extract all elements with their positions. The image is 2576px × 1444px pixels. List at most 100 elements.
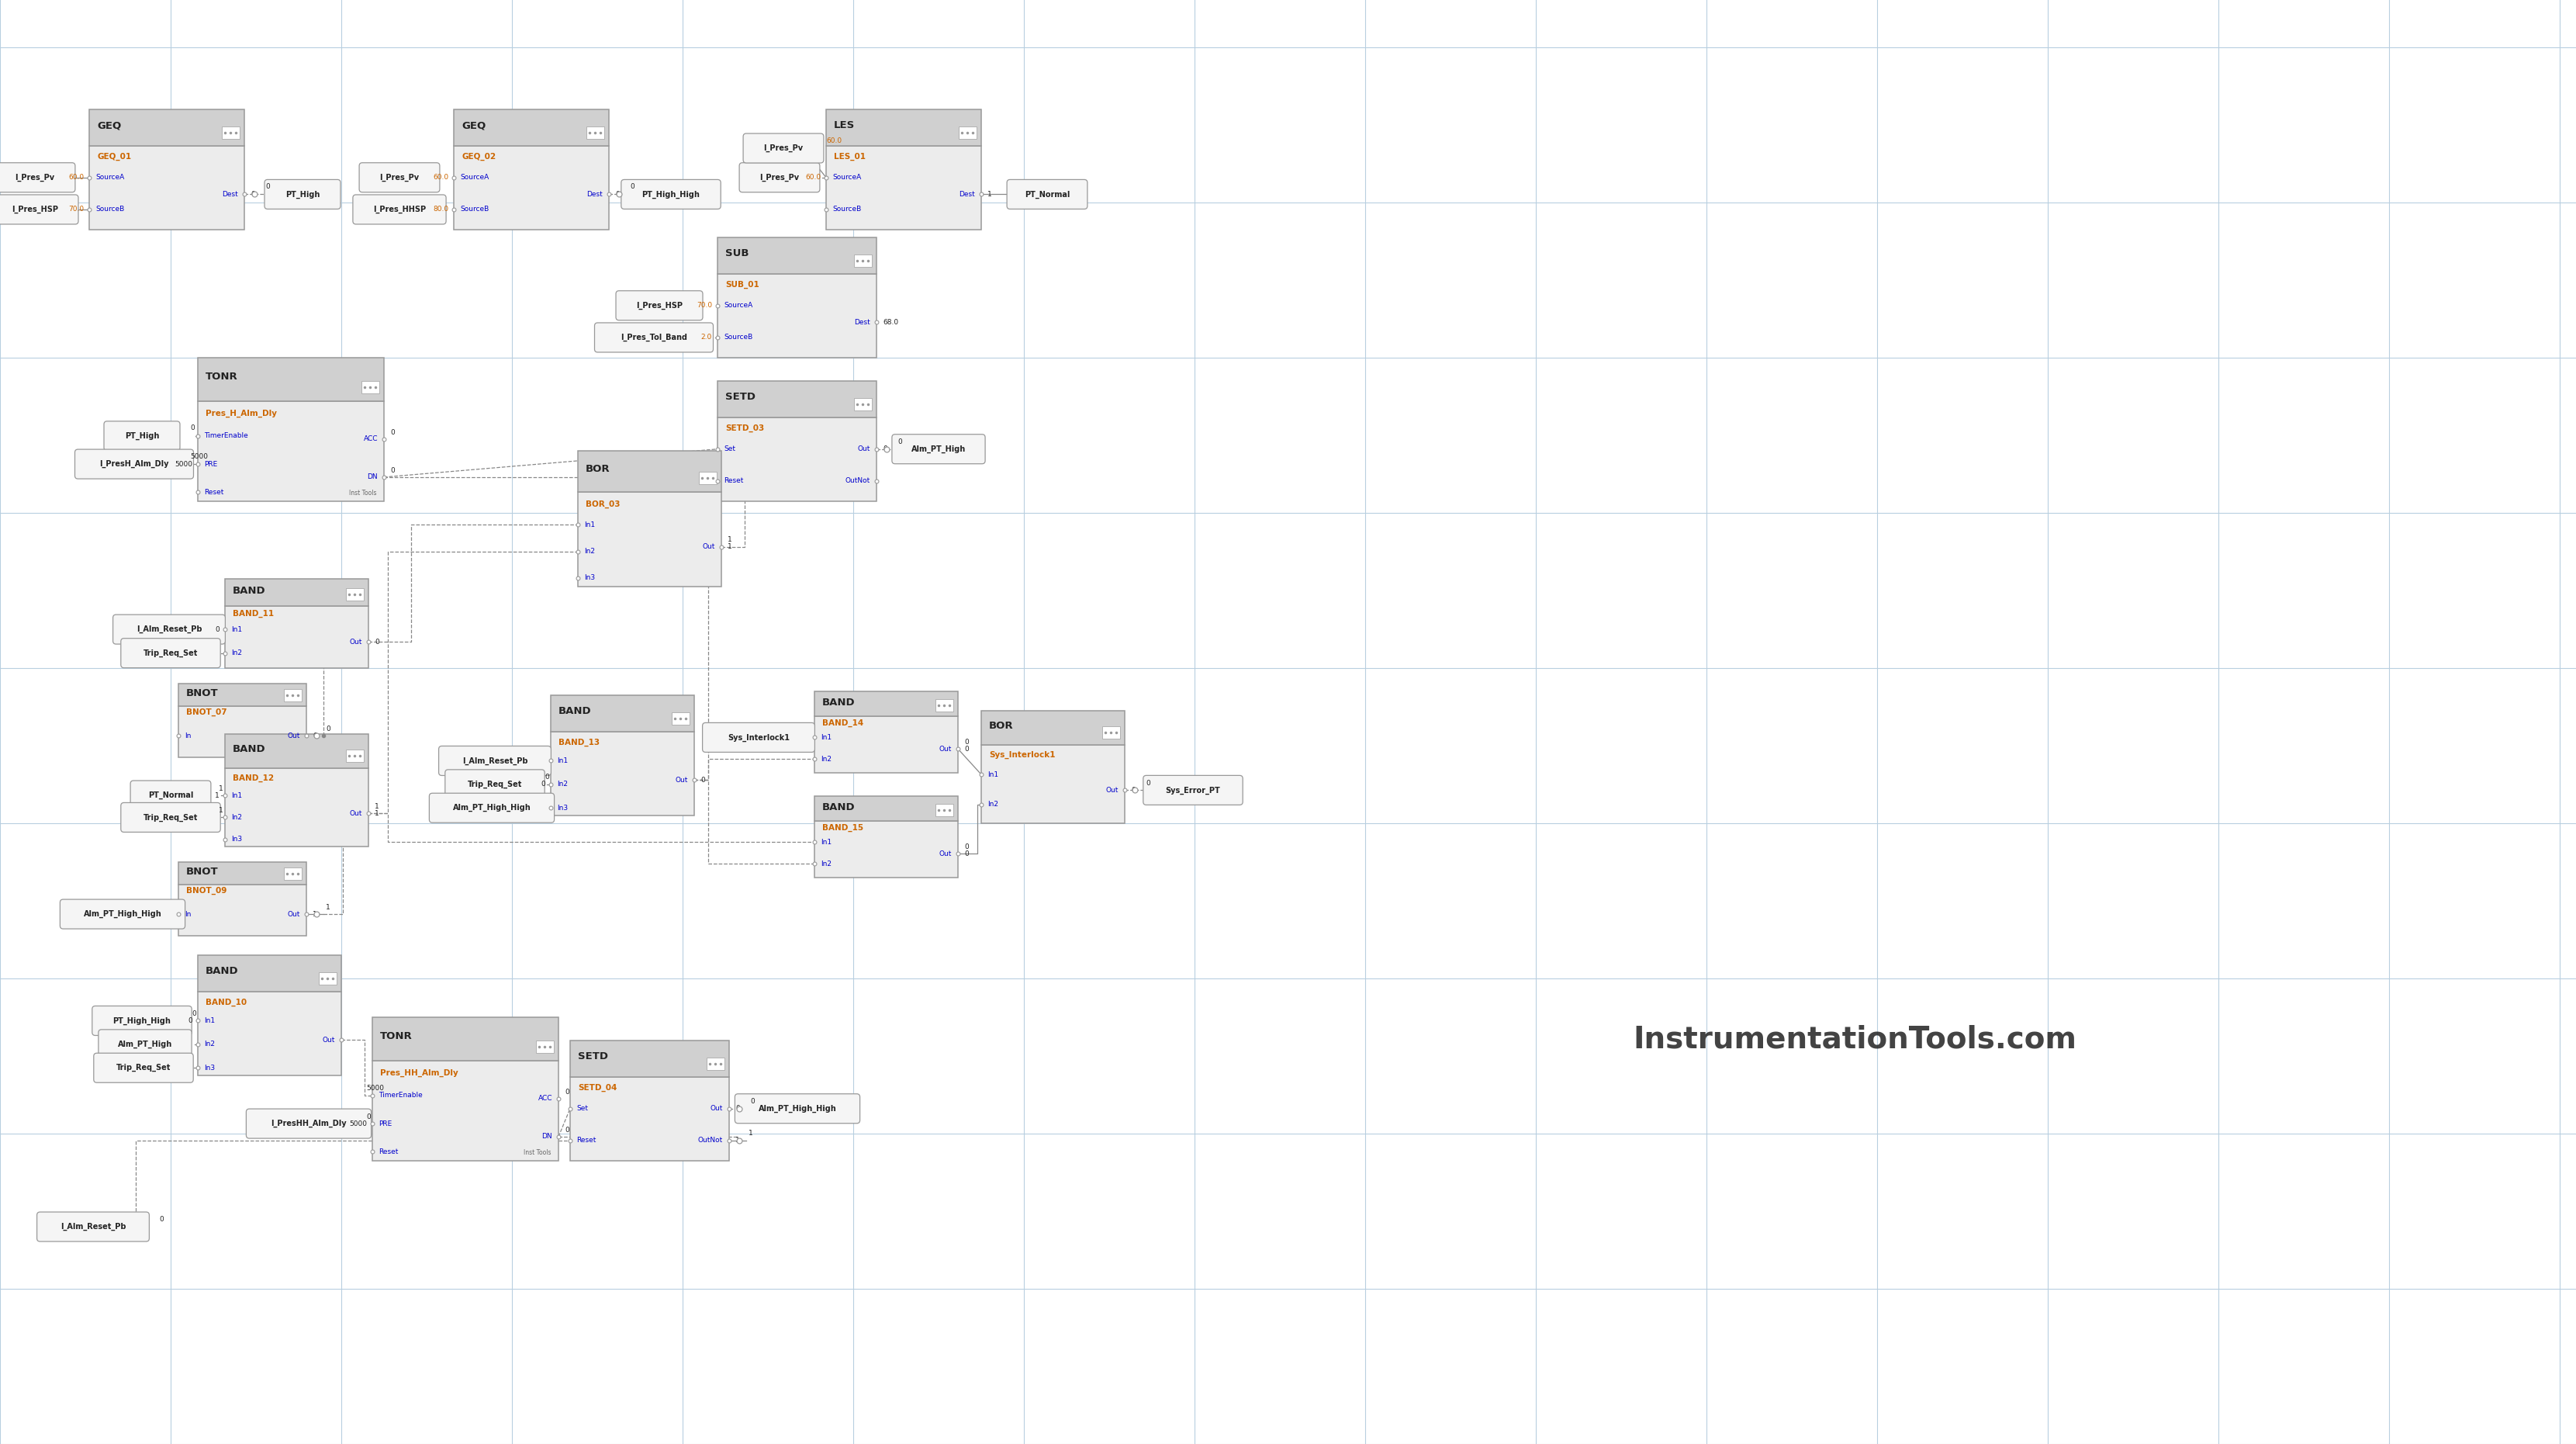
Text: 0: 0	[701, 777, 706, 784]
FancyBboxPatch shape	[814, 796, 958, 820]
Text: Sys_Error_PT: Sys_Error_PT	[1164, 786, 1221, 794]
Text: 0: 0	[374, 638, 379, 645]
Text: PRE: PRE	[379, 1121, 392, 1128]
Text: In2: In2	[822, 755, 832, 762]
FancyBboxPatch shape	[739, 163, 819, 192]
Text: Reset: Reset	[379, 1148, 399, 1155]
Text: SETD: SETD	[726, 393, 755, 403]
Text: Out: Out	[940, 851, 951, 858]
Text: I_Pres_HSP: I_Pres_HSP	[636, 302, 683, 309]
FancyBboxPatch shape	[103, 422, 180, 451]
FancyBboxPatch shape	[855, 254, 871, 267]
Text: SourceB: SourceB	[724, 334, 752, 341]
FancyBboxPatch shape	[595, 323, 714, 352]
Text: OutNot: OutNot	[845, 478, 871, 485]
Text: SourceA: SourceA	[832, 173, 860, 180]
FancyBboxPatch shape	[569, 1077, 729, 1161]
Text: GEQ: GEQ	[461, 121, 487, 131]
Text: SourceA: SourceA	[724, 302, 752, 309]
Text: Dest: Dest	[958, 191, 976, 198]
Text: TimerEnable: TimerEnable	[379, 1092, 422, 1099]
Text: Out: Out	[711, 1105, 724, 1112]
Text: 0: 0	[188, 1017, 193, 1024]
Text: 5000: 5000	[175, 461, 193, 468]
Text: BAND_10: BAND_10	[206, 998, 247, 1006]
Text: 5000: 5000	[366, 1084, 384, 1092]
FancyBboxPatch shape	[734, 1095, 860, 1123]
Text: In3: In3	[204, 1064, 214, 1071]
Text: Alm_PT_High_High: Alm_PT_High_High	[453, 804, 531, 812]
Text: Trip_Req_Set: Trip_Req_Set	[469, 780, 523, 788]
Text: Inst Tools: Inst Tools	[348, 490, 376, 497]
Text: SUB_01: SUB_01	[726, 280, 760, 289]
Text: In1: In1	[822, 839, 832, 846]
Text: Sys_Interlock1: Sys_Interlock1	[989, 751, 1056, 758]
Text: BNOT: BNOT	[185, 689, 219, 699]
Text: SUB: SUB	[726, 248, 750, 258]
Text: I_Pres_Pv: I_Pres_Pv	[760, 173, 799, 182]
FancyBboxPatch shape	[981, 745, 1126, 823]
Text: 70.0: 70.0	[696, 302, 711, 309]
FancyBboxPatch shape	[958, 127, 976, 139]
FancyBboxPatch shape	[616, 290, 703, 321]
FancyBboxPatch shape	[1144, 775, 1242, 804]
Text: SETD: SETD	[577, 1051, 608, 1061]
Text: Reset: Reset	[577, 1136, 595, 1144]
Text: 60.0: 60.0	[827, 137, 842, 144]
FancyBboxPatch shape	[703, 722, 814, 752]
Text: 0: 0	[325, 725, 330, 732]
Text: BNOT: BNOT	[185, 866, 219, 877]
FancyBboxPatch shape	[577, 491, 721, 586]
Text: 1: 1	[987, 191, 992, 198]
Text: InstrumentationTools.com: InstrumentationTools.com	[1633, 1025, 2076, 1054]
Text: 5000: 5000	[191, 453, 209, 459]
Text: Reset: Reset	[204, 488, 224, 495]
Text: SourceA: SourceA	[95, 173, 124, 180]
FancyBboxPatch shape	[374, 1060, 559, 1161]
Text: Reset: Reset	[724, 478, 744, 485]
FancyBboxPatch shape	[891, 435, 984, 464]
Text: 0: 0	[1146, 780, 1149, 787]
Text: Alm_PT_High_High: Alm_PT_High_High	[82, 910, 162, 918]
Text: PT_High: PT_High	[124, 432, 160, 440]
Text: In2: In2	[232, 650, 242, 657]
Text: Dest: Dest	[222, 191, 237, 198]
FancyBboxPatch shape	[374, 1017, 559, 1060]
Text: I_Pres_Pv: I_Pres_Pv	[15, 173, 54, 182]
FancyBboxPatch shape	[672, 712, 690, 725]
FancyBboxPatch shape	[36, 1212, 149, 1242]
Text: 60.0: 60.0	[806, 173, 822, 180]
Text: Set: Set	[724, 446, 734, 452]
Text: I_Alm_Reset_Pb: I_Alm_Reset_Pb	[461, 757, 528, 765]
Text: In: In	[185, 911, 191, 917]
Text: 0: 0	[191, 425, 196, 432]
Text: 0: 0	[389, 468, 394, 475]
FancyBboxPatch shape	[430, 793, 554, 823]
FancyBboxPatch shape	[178, 862, 307, 884]
Text: PRE: PRE	[204, 461, 216, 468]
Text: 1: 1	[312, 911, 317, 917]
Text: 0: 0	[366, 1113, 371, 1121]
FancyBboxPatch shape	[224, 768, 368, 846]
Text: PT_High: PT_High	[286, 191, 319, 198]
FancyBboxPatch shape	[536, 1040, 554, 1053]
FancyBboxPatch shape	[361, 381, 379, 393]
Text: 0: 0	[564, 1126, 569, 1134]
Text: 0: 0	[884, 446, 886, 452]
Text: SETD_03: SETD_03	[726, 425, 765, 432]
Text: 0: 0	[963, 843, 969, 851]
Text: DN: DN	[368, 474, 379, 481]
Text: BAND: BAND	[822, 801, 855, 812]
Text: 60.0: 60.0	[433, 173, 448, 180]
FancyBboxPatch shape	[1007, 179, 1087, 209]
Text: Out: Out	[289, 732, 301, 739]
Text: Trip_Req_Set: Trip_Req_Set	[116, 1064, 170, 1071]
FancyBboxPatch shape	[90, 146, 245, 230]
Text: In2: In2	[556, 781, 567, 788]
Text: 1: 1	[750, 1131, 752, 1136]
Text: BAND_15: BAND_15	[822, 825, 863, 832]
Text: Out: Out	[858, 446, 871, 452]
Text: 1: 1	[325, 904, 330, 911]
FancyBboxPatch shape	[93, 1006, 191, 1035]
Text: BOR: BOR	[585, 464, 611, 474]
